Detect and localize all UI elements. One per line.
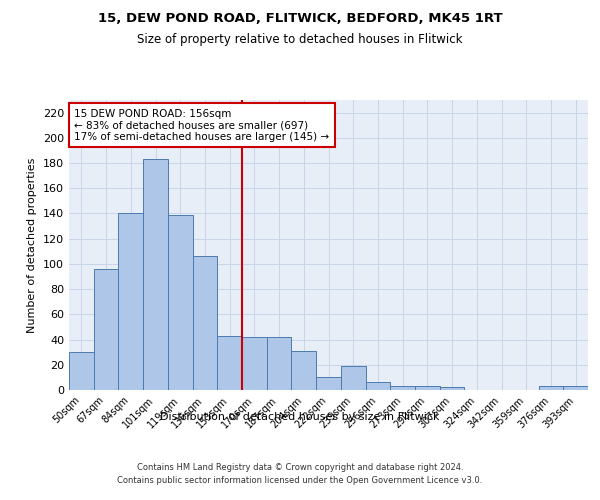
Text: 15 DEW POND ROAD: 156sqm
← 83% of detached houses are smaller (697)
17% of semi-: 15 DEW POND ROAD: 156sqm ← 83% of detach… bbox=[74, 108, 329, 142]
Bar bbox=[292, 351, 316, 390]
Bar bbox=[415, 386, 440, 390]
Bar bbox=[365, 382, 390, 390]
Bar bbox=[316, 378, 341, 390]
Y-axis label: Number of detached properties: Number of detached properties bbox=[28, 158, 37, 332]
Bar bbox=[193, 256, 217, 390]
Bar bbox=[168, 214, 193, 390]
Bar bbox=[440, 388, 464, 390]
Text: Contains public sector information licensed under the Open Government Licence v3: Contains public sector information licen… bbox=[118, 476, 482, 485]
Bar bbox=[242, 337, 267, 390]
Bar bbox=[539, 386, 563, 390]
Text: Contains HM Land Registry data © Crown copyright and database right 2024.: Contains HM Land Registry data © Crown c… bbox=[137, 462, 463, 471]
Bar bbox=[390, 386, 415, 390]
Bar bbox=[69, 352, 94, 390]
Bar bbox=[94, 269, 118, 390]
Bar bbox=[143, 160, 168, 390]
Bar bbox=[563, 386, 588, 390]
Text: Size of property relative to detached houses in Flitwick: Size of property relative to detached ho… bbox=[137, 32, 463, 46]
Bar bbox=[217, 336, 242, 390]
Text: Distribution of detached houses by size in Flitwick: Distribution of detached houses by size … bbox=[160, 412, 440, 422]
Bar bbox=[267, 337, 292, 390]
Bar bbox=[341, 366, 365, 390]
Bar bbox=[118, 214, 143, 390]
Text: 15, DEW POND ROAD, FLITWICK, BEDFORD, MK45 1RT: 15, DEW POND ROAD, FLITWICK, BEDFORD, MK… bbox=[98, 12, 502, 26]
